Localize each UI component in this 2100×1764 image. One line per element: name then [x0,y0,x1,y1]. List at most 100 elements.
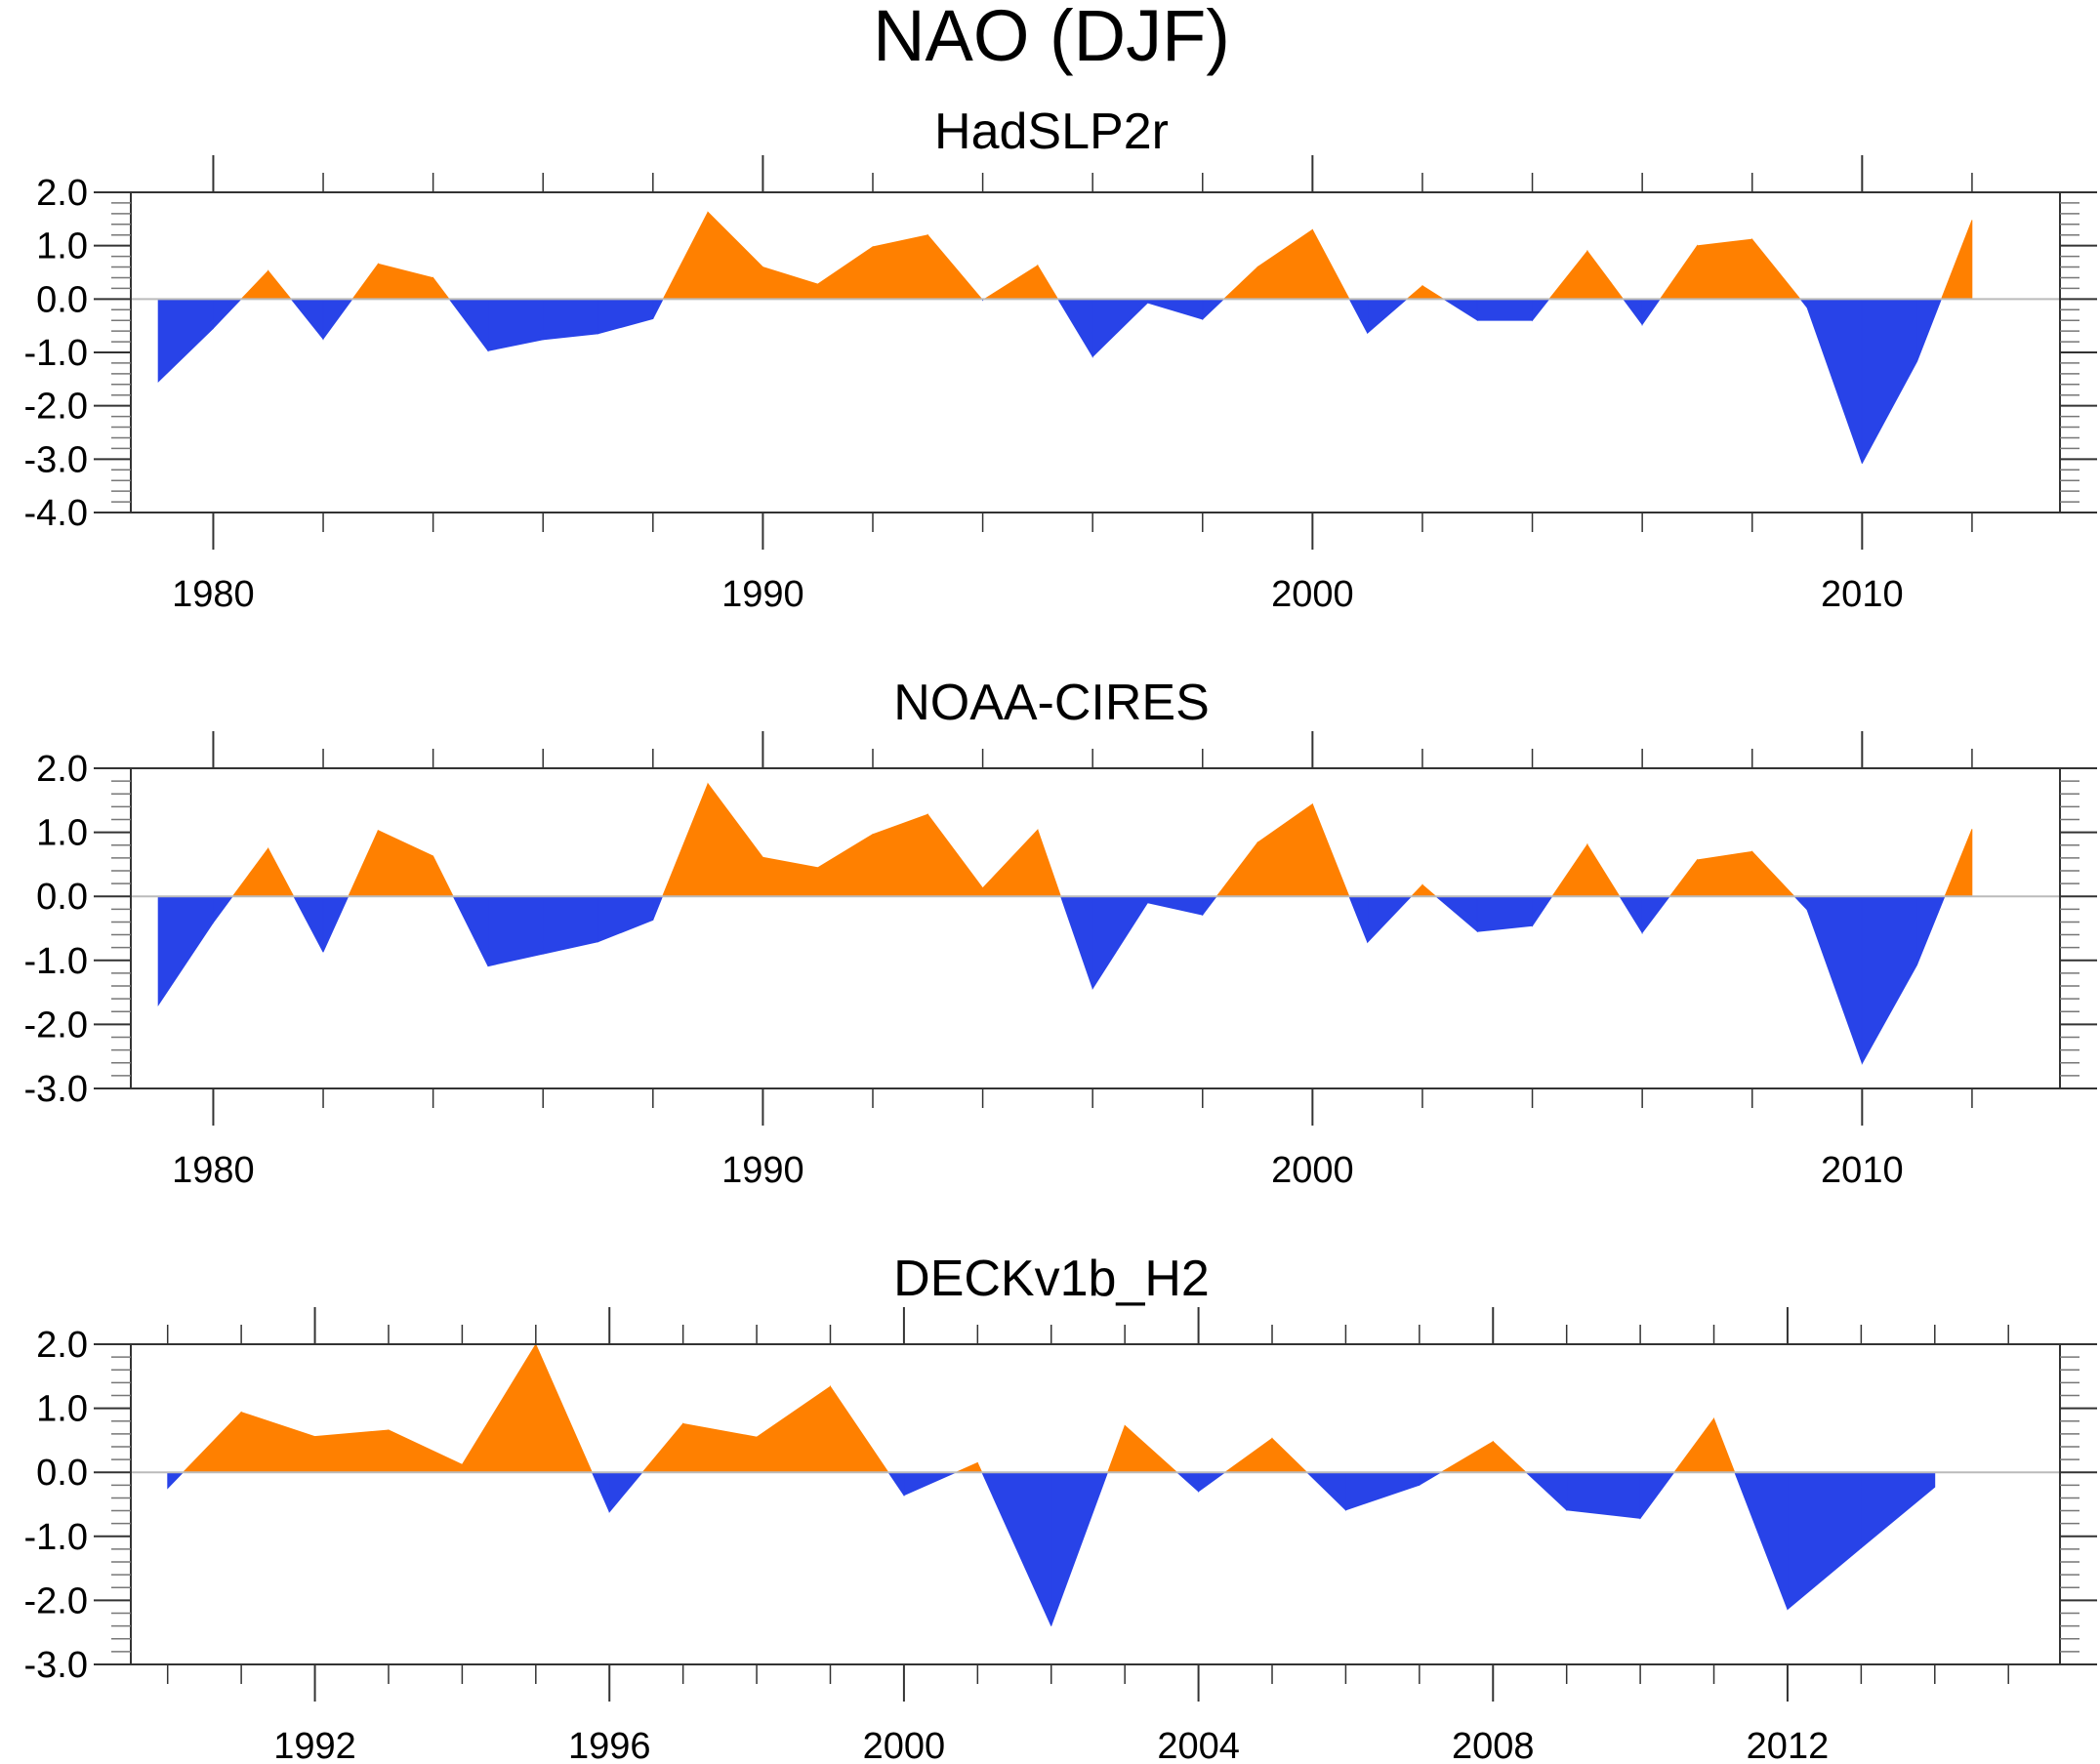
negative-area [1532,895,1553,927]
positive-area [1124,1424,1178,1473]
negative-area [652,298,664,319]
x-tick-label: 2008 [1452,1726,1535,1764]
positive-area [1944,829,1973,897]
x-tick-label: 1996 [568,1726,651,1764]
negative-area [1059,895,1093,989]
positive-area [817,246,874,300]
positive-area [351,263,379,300]
negative-area [1916,298,1943,362]
positive-area [1256,228,1313,300]
x-tick-label: 2000 [863,1726,946,1764]
negative-area [1861,298,1917,464]
positive-area [1037,829,1062,897]
y-tick-label: -2.0 [24,1580,88,1621]
positive-area [1223,1437,1273,1473]
plot-frame [130,1343,2061,1665]
positive-area [1406,284,1423,300]
positive-area [872,813,928,897]
negative-area [652,895,664,921]
negative-area [487,895,544,967]
negative-area [903,1471,957,1497]
positive-area [1107,1425,1126,1473]
negative-area [1345,1471,1421,1511]
negative-area [608,1471,643,1514]
positive-area [1421,883,1437,897]
positive-area [641,1422,683,1473]
positive-area [240,269,269,300]
negative-area [1799,298,1808,309]
positive-area [1548,249,1588,300]
negative-area [597,298,654,335]
y-tick-label: 2.0 [36,173,88,214]
positive-area [1312,229,1350,300]
negative-area [1525,1471,1568,1511]
positive-area [182,1411,242,1473]
positive-area [955,1461,978,1473]
x-tick-label: 1990 [721,1150,804,1191]
negative-area [591,1471,610,1513]
positive-area [432,276,450,300]
negative-area [212,895,234,924]
negative-area [1198,1471,1227,1493]
positive-area [926,233,983,300]
positive-area [1312,803,1350,897]
y-tick-label: -3.0 [24,1645,88,1686]
negative-area [887,1471,905,1497]
x-tick-label: 2004 [1157,1726,1240,1764]
x-tick-label: 2012 [1747,1726,1830,1764]
positive-area [1586,842,1621,897]
positive-area [1659,244,1698,300]
negative-area [1566,1471,1641,1519]
negative-area [448,298,489,352]
y-tick-label: -1.0 [24,333,88,374]
negative-area [1476,895,1533,932]
negative-area [1476,298,1533,321]
x-tick-label: 1980 [172,1150,255,1191]
negative-area [1532,298,1550,322]
negative-area [542,298,598,341]
negative-area [322,298,353,341]
negative-area [1806,298,1863,464]
positive-area [1222,266,1258,300]
negative-area [293,895,324,953]
y-tick-label: -1.0 [24,1517,88,1558]
y-tick-label: 1.0 [36,1389,88,1430]
x-tick-label: 2000 [1271,1150,1354,1191]
positive-area [756,1385,831,1473]
positive-area [817,833,874,897]
negative-area [1056,298,1093,358]
negative-area [1091,298,1148,358]
positive-area [1551,842,1588,897]
positive-area [1697,238,1753,300]
positive-area [707,211,763,300]
positive-area [268,269,292,300]
y-tick-label: 1.0 [36,813,88,854]
negative-area [1147,895,1204,916]
x-tick-label: 2010 [1821,1150,1904,1191]
positive-area [1215,841,1258,897]
negative-area [212,298,243,330]
positive-area [268,847,295,897]
positive-area [240,1411,315,1473]
negative-area [1348,895,1369,943]
negative-area [1367,895,1413,944]
plot-frame [130,767,2061,1089]
negative-area [1091,895,1148,991]
negative-area [1050,1471,1109,1626]
negative-area [1348,298,1369,334]
positive-area [1271,1437,1308,1473]
y-tick-label: 0.0 [36,279,88,320]
positive-area [707,782,763,897]
panel-title: DECKv1b_H2 [893,1251,1210,1307]
positive-area [872,234,928,300]
y-tick-label: 0.0 [36,1453,88,1494]
negative-area [1806,895,1863,1064]
positive-area [1037,264,1059,300]
negative-area [1419,1471,1443,1487]
negative-area [1861,1471,1936,1549]
x-tick-label: 2000 [1271,574,1354,615]
panel-noaa-cires: NOAA-CIRES 2.0 1.0 0.0 -1.0 -2.0 -3.0 1980 1990… [24,675,2097,1191]
x-tick-label: 1992 [273,1726,356,1764]
y-tick-label: 2.0 [36,1325,88,1366]
